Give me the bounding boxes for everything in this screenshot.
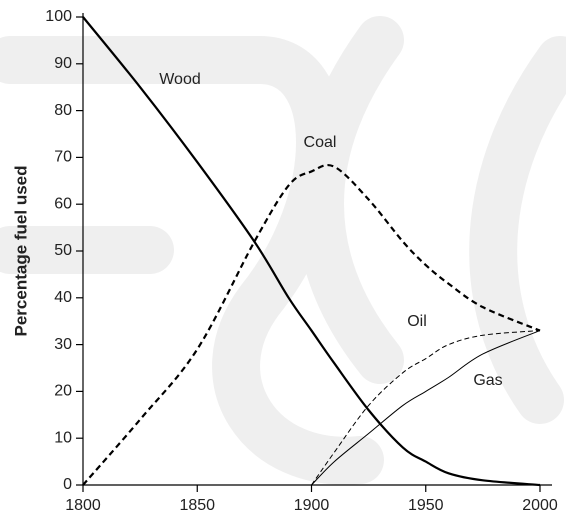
x-tick-label: 1850 [179,497,215,514]
y-tick-label: 20 [54,383,72,400]
y-tick-label: 40 [54,289,72,306]
y-axis-label: Percentage fuel used [11,165,30,336]
series-label: Gas [473,372,502,389]
series-line [82,163,541,486]
x-tick-label: 1800 [65,497,101,514]
series-label: Coal [304,134,337,151]
watermark [0,16,566,485]
y-tick-label: 60 [54,195,72,212]
y-tick-label: 30 [54,336,72,353]
x-tick-label: 1900 [294,497,330,514]
y-tick-label: 0 [63,476,72,493]
series-line [311,330,541,486]
series-label: Oil [407,313,427,330]
y-tick-label: 100 [45,8,72,25]
series-line [311,330,541,486]
x-tick-label: 1950 [408,497,444,514]
y-tick-label: 80 [54,102,72,119]
y-tick-label: 70 [54,149,72,166]
series-label: Wood [159,71,201,88]
y-tick-label: 50 [54,242,72,259]
y-tick-label: 10 [54,429,72,446]
x-tick-label: 2000 [522,497,558,514]
y-tick-label: 90 [54,55,72,72]
series-line [82,16,541,487]
